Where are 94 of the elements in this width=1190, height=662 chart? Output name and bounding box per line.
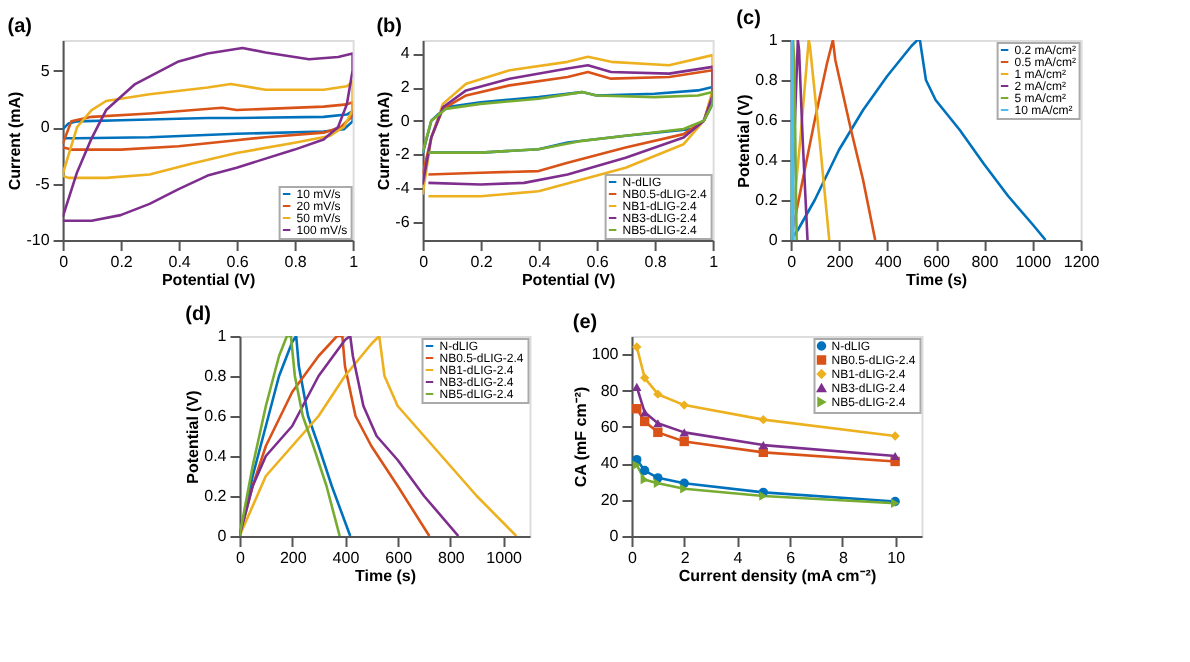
y-tick-label: -6 bbox=[395, 212, 411, 231]
y-tick-label: 2 bbox=[400, 78, 411, 97]
x-axis-title: Potential (V) bbox=[161, 271, 256, 289]
x-tick-label: 800 bbox=[438, 549, 466, 567]
x-tick-label: 0 bbox=[59, 253, 70, 271]
point bbox=[640, 474, 649, 485]
chart-title: (c) bbox=[736, 8, 761, 30]
y-tick-label: 0 bbox=[217, 527, 228, 545]
point bbox=[639, 416, 650, 427]
y-tick-label: 0.2 bbox=[755, 191, 779, 209]
x-tick-label: 1000 bbox=[486, 549, 524, 567]
x-tick-label: 600 bbox=[385, 549, 414, 567]
y-tick-label: 4 bbox=[400, 44, 411, 63]
x-tick-label: 1 bbox=[349, 253, 360, 271]
x-tick-label: 1200 bbox=[1063, 253, 1101, 271]
y-axis-title: Potential (V) bbox=[735, 93, 754, 188]
x-tick-label: 800 bbox=[971, 253, 1000, 271]
chart-title: (d) bbox=[185, 304, 211, 326]
x-tick-label: 0.8 bbox=[644, 253, 668, 271]
y-tick-label: 0.8 bbox=[204, 367, 228, 385]
y-tick-label: 20 bbox=[600, 490, 620, 509]
x-tick-label: 8 bbox=[838, 549, 849, 567]
x-tick-label: 0 bbox=[787, 253, 798, 271]
y-tick-label: 0.8 bbox=[755, 71, 779, 89]
x-tick-label: 0.2 bbox=[470, 253, 494, 271]
y-axis-title: Current (mA) bbox=[6, 91, 25, 191]
x-axis-title: Potential (V) bbox=[521, 271, 616, 289]
y-tick-label: -5 bbox=[35, 174, 51, 193]
point bbox=[632, 460, 641, 470]
x-tick-label: 1000 bbox=[1015, 253, 1053, 271]
x-axis-title: Current density (mA cm⁻²) bbox=[678, 567, 877, 585]
y-tick-label: 60 bbox=[600, 417, 620, 436]
x-axis-title: Time (s) bbox=[354, 567, 417, 585]
x-tick-label: 2 bbox=[680, 549, 691, 567]
y-tick-label: 1 bbox=[768, 31, 779, 49]
point bbox=[653, 427, 663, 438]
x-tick-label: 0 bbox=[419, 253, 430, 271]
y-axis-title: Potential (V) bbox=[184, 389, 203, 484]
point bbox=[890, 431, 900, 441]
y-tick-label: 5 bbox=[40, 61, 51, 80]
y-axis-title: Current (mA) bbox=[375, 91, 394, 191]
x-tick-label: 10 bbox=[887, 549, 907, 567]
y-tick-label: 0 bbox=[40, 118, 51, 137]
point bbox=[632, 404, 642, 414]
x-tick-label: 0.4 bbox=[528, 253, 552, 271]
chart-title: (a) bbox=[7, 16, 32, 38]
y-tick-label: 0 bbox=[400, 111, 411, 130]
x-tick-label: 400 bbox=[874, 253, 903, 271]
x-tick-label: 400 bbox=[332, 549, 361, 567]
y-tick-label: 0.2 bbox=[204, 487, 228, 505]
point bbox=[639, 465, 650, 476]
y-tick-label: 100 bbox=[591, 345, 620, 364]
line-series bbox=[62, 100, 353, 151]
y-tick-label: 0.4 bbox=[755, 151, 779, 169]
y-tick-label: 0.6 bbox=[204, 407, 228, 425]
line-series bbox=[62, 109, 353, 140]
chart-title: (b) bbox=[376, 16, 402, 38]
y-tick-label: 40 bbox=[600, 454, 620, 473]
y-tick-label: 0.6 bbox=[755, 111, 779, 129]
point bbox=[758, 441, 769, 450]
y-tick-label: -4 bbox=[395, 178, 411, 197]
x-tick-label: 0.2 bbox=[110, 253, 134, 271]
x-tick-label: 200 bbox=[279, 549, 308, 567]
line-series bbox=[422, 53, 713, 198]
x-tick-label: 4 bbox=[733, 549, 744, 567]
point bbox=[758, 414, 769, 425]
y-tick-label: 0.4 bbox=[204, 447, 228, 465]
x-tick-label: 1 bbox=[709, 253, 720, 271]
x-tick-label: 200 bbox=[826, 253, 855, 271]
x-tick-label: 0 bbox=[236, 549, 247, 567]
point bbox=[679, 400, 689, 410]
y-tick-label: -2 bbox=[395, 145, 411, 164]
line-series bbox=[62, 80, 353, 180]
chart-title: (e) bbox=[572, 312, 598, 334]
point bbox=[639, 373, 650, 383]
y-tick-label: 0 bbox=[768, 231, 779, 249]
y-tick-label: 1 bbox=[217, 327, 228, 345]
point bbox=[632, 342, 642, 352]
y-tick-label: 0 bbox=[609, 527, 620, 545]
x-tick-label: 600 bbox=[923, 253, 952, 271]
line-series bbox=[62, 46, 353, 223]
x-tick-label: 0.4 bbox=[168, 253, 192, 271]
point bbox=[653, 478, 662, 488]
point bbox=[890, 451, 900, 461]
x-axis-title: Time (s) bbox=[906, 271, 968, 289]
x-tick-label: 0.8 bbox=[284, 253, 308, 271]
y-tick-label: 80 bbox=[600, 381, 620, 400]
y-axis-title: CA (mF cm⁻²) bbox=[571, 386, 590, 488]
x-tick-label: 6 bbox=[786, 549, 797, 567]
x-tick-label: 0 bbox=[628, 549, 639, 567]
y-tick-label: -10 bbox=[26, 231, 51, 249]
point bbox=[632, 382, 642, 391]
point bbox=[653, 389, 663, 399]
point bbox=[679, 436, 689, 447]
